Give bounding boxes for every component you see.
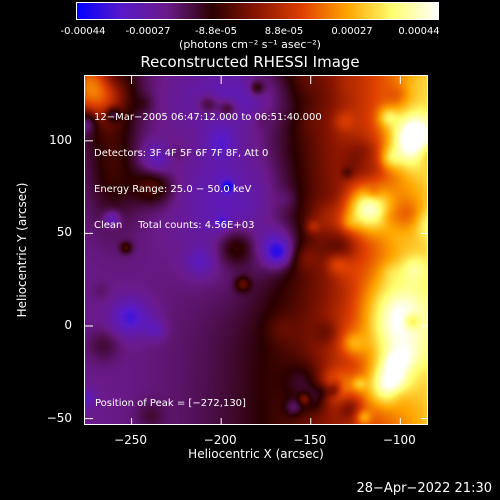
colorbar-tick-2: -8.8e-05 (195, 26, 237, 37)
x-tick-label: −200 (203, 433, 237, 447)
peak-position-label: Position of Peak = [−272,130] (95, 398, 246, 409)
y-axis-label: Heliocentric Y (arcsec) (15, 182, 29, 318)
x-axis-label: Heliocentric X (arcsec) (188, 447, 324, 461)
y-tick-label: 50 (56, 225, 72, 240)
colorbar-tick-0: -0.00044 (60, 26, 106, 37)
heatmap-image (85, 76, 427, 424)
annotation-energy-range: Energy Range: 25.0 − 50.0 keV (94, 184, 252, 195)
annotation-time-range: 12−Mar−2005 06:47:12.000 to 06:51:40.000 (94, 112, 322, 123)
annotation-detectors: Detectors: 3F 4F 5F 6F 7F 8F, Att 0 (94, 148, 269, 159)
x-tick-label: −150 (293, 433, 327, 447)
annotation-block: 12−Mar−2005 06:47:12.000 to 06:51:40.000… (94, 88, 322, 244)
colorbar-tick-1: -0.00027 (125, 26, 171, 37)
x-tick-label: −100 (382, 433, 416, 447)
x-tick-label: −250 (114, 433, 148, 447)
annotation-total-counts: Clean Total counts: 4.56E+03 (94, 220, 255, 231)
colorbar-tick-4: 0.00027 (331, 26, 373, 37)
axis-ticks (85, 76, 427, 424)
colorbar-tick-3: 8.8e-05 (264, 26, 304, 37)
y-tick-label: 100 (49, 132, 72, 147)
colorbar-unit-label: (photons cm⁻² s⁻¹ asec⁻²) (179, 38, 321, 51)
footer-timestamp: 28−Apr−2022 21:30 (356, 481, 493, 496)
colorbar-tick-5: 0.00044 (398, 26, 440, 37)
y-tick-label: 0 (64, 318, 72, 332)
chart-title: Reconstructed RHESSI Image (140, 53, 360, 71)
y-tick-label: −50 (46, 410, 72, 425)
colorbar (76, 2, 439, 20)
heatmap-plot-area (84, 75, 428, 425)
